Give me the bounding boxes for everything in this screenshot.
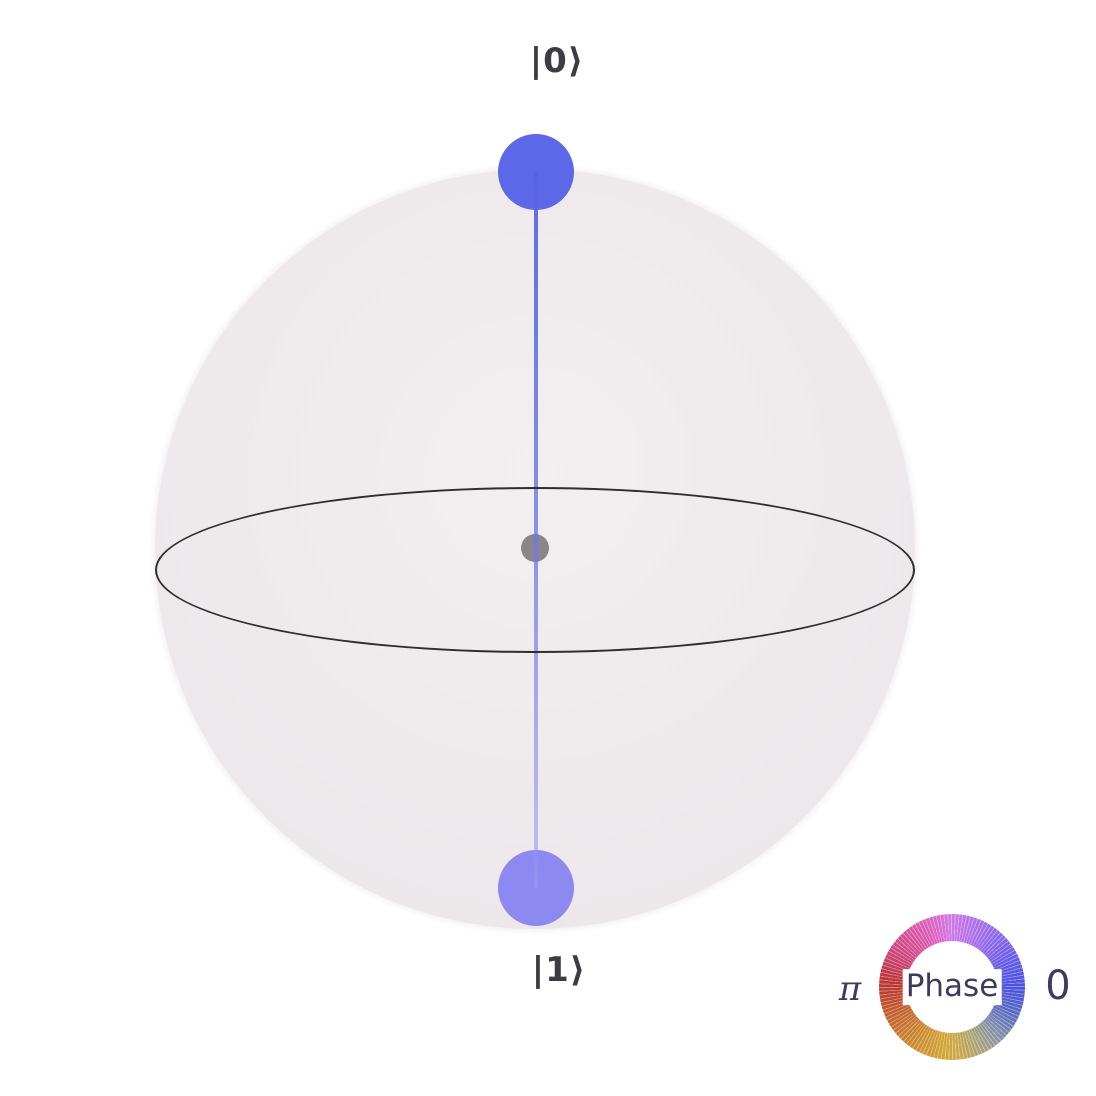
phase-color-wheel: Phase [879, 914, 1025, 1060]
phase-pi-label: π [838, 969, 862, 1009]
ket1-label: |1⟩ [531, 950, 587, 990]
phase-legend-title: Phase [902, 969, 1002, 1005]
ket0-label: |0⟩ [529, 41, 585, 81]
equator-ellipse [155, 487, 915, 653]
phase-zero-label: 0 [1045, 963, 1071, 1009]
